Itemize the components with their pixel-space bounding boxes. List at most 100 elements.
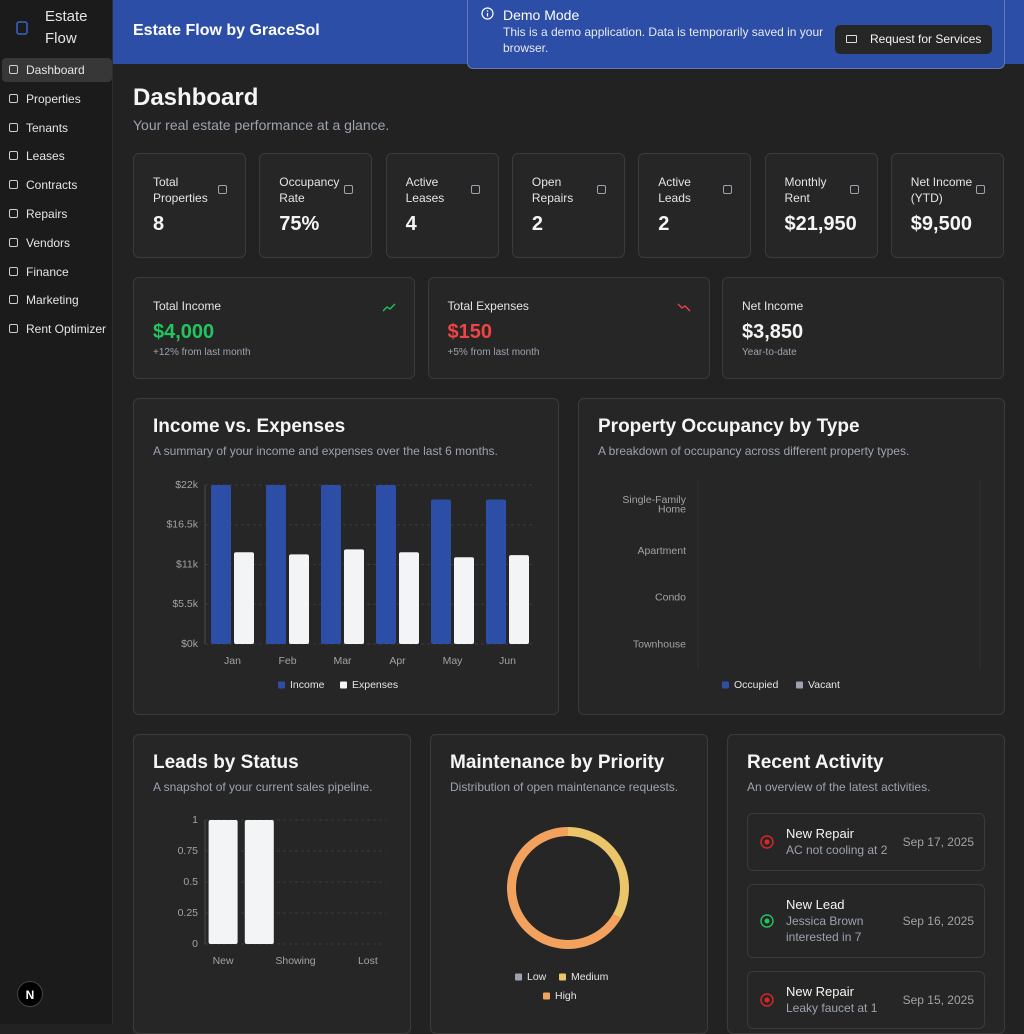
summary-note: +12% from last month — [153, 347, 251, 358]
activity-title: Recent Activity — [747, 752, 884, 773]
request-button[interactable]: Request for Services — [835, 25, 992, 54]
nav-label: Repairs — [26, 207, 68, 221]
activity-item[interactable]: New Repair AC not cooling at 2 Sep 17, 202… — [747, 813, 985, 871]
nav-label: Properties — [26, 91, 81, 106]
stat-value: 75% — [279, 213, 320, 235]
activity-icon — [760, 993, 774, 1007]
button-label: Request for Services — [870, 32, 982, 46]
nav-label: Contracts — [26, 178, 78, 193]
stat-value: $21,950 — [784, 213, 857, 235]
nav-item[interactable]: Dashboard — [2, 58, 112, 82]
chart-title: Income vs. Expenses — [153, 416, 346, 437]
chart-title: Maintenance by Priority — [450, 752, 665, 773]
nav-icon — [9, 122, 18, 132]
activity-date: Sep 17, 2025 — [902, 835, 974, 849]
stat-value: $9,500 — [910, 213, 972, 235]
nav-item[interactable]: Contracts — [2, 173, 112, 197]
stat-label: Occupancy Rate — [279, 175, 340, 205]
nav-item[interactable]: Repairs — [2, 202, 112, 226]
activity-list: New Repair AC not cooling at 2 Sep 17, 202… — [747, 813, 985, 1029]
summary-card: Total Income $4,000 +12% from last month — [133, 277, 415, 379]
nav-item[interactable]: Properties — [2, 87, 112, 111]
summary-card: Net Income $3,850 Year-to-date — [722, 277, 1004, 379]
stat-icon — [344, 185, 354, 194]
activity-icon — [760, 914, 774, 928]
stat-card: Active Leads 2 — [638, 153, 752, 258]
nav-icon — [9, 324, 18, 334]
activity-item[interactable]: New Repair Leaky faucet at 1 Sep 15, 2025 — [747, 971, 985, 1029]
stat-icon — [596, 185, 606, 194]
demo-notice: Demo Mode This is a demo application. Da… — [467, 0, 1005, 69]
summary-value: $150 — [447, 321, 493, 343]
stat-icon — [218, 185, 227, 194]
chart-card: Property Occupancy by Type A breakdown of… — [578, 398, 1005, 715]
chart-card: Income vs. Expenses A summary of your inc… — [133, 398, 559, 715]
nav-label: Tenants — [26, 120, 69, 135]
stat-value: 4 — [405, 213, 417, 235]
summary-card: Total Expenses $150 +5% from last month — [427, 277, 710, 379]
activity-icon — [760, 835, 774, 849]
summary-value: $3,850 — [742, 321, 804, 343]
nav-item[interactable]: Rent Optimizer — [2, 317, 112, 341]
info-icon — [481, 7, 494, 20]
activity-detail: Jessica Brown interested in 7 — [786, 914, 864, 944]
stat-card: Open Repairs 2 — [511, 153, 625, 258]
nav-icon — [9, 65, 18, 74]
stat-label: Total Properties — [153, 175, 208, 205]
stat-label: Active Leases — [405, 175, 445, 205]
chart-title: Leads by Status — [153, 752, 299, 773]
nav-item[interactable]: Leases — [2, 144, 112, 168]
notice-title: Demo Mode — [503, 7, 580, 23]
activity-item-title: New Repair — [786, 984, 854, 999]
stat-value: 2 — [531, 213, 544, 235]
sidebar: Estate Flow Dashboard Properties Tenants Le… — [0, 0, 113, 1024]
stat-card: Net Income (YTD) $9,500 — [890, 153, 1004, 258]
activity-item[interactable]: New Lead Jessica Brown interested in 7 Sep… — [747, 884, 985, 958]
chart-subtitle: A summary of your income and expenses ov… — [153, 444, 498, 458]
chart-card: Maintenance by Priority Distribution of o… — [430, 734, 708, 1034]
chart-subtitle: A snapshot of your current sales pipelin… — [153, 780, 373, 794]
nav-icon — [9, 93, 18, 103]
nav-icon — [9, 209, 18, 218]
nav-item[interactable]: Marketing — [2, 288, 112, 312]
summary-label: Net Income — [742, 299, 804, 313]
stat-icon — [723, 185, 733, 194]
page-title: Dashboard — [133, 84, 259, 111]
chart-card: Leads by Status A snapshot of your curren… — [133, 734, 411, 1034]
nav-icon — [9, 266, 18, 276]
nav-icon — [9, 151, 18, 161]
activity-card: Recent Activity An overview of the latest… — [727, 734, 1005, 1034]
summary-label: Total Income — [153, 299, 222, 313]
activity-date: Sep 15, 2025 — [902, 993, 974, 1007]
nav-icon — [9, 180, 18, 190]
nav-item[interactable]: Vendors — [2, 231, 112, 255]
stat-value: 8 — [153, 213, 165, 235]
nav-label: Vendors — [26, 235, 71, 250]
stat-icon — [470, 185, 480, 194]
nav-label: Finance — [26, 264, 69, 279]
stat-card: Occupancy Rate 75% — [259, 153, 373, 258]
stat-card: Active Leases 4 — [385, 153, 499, 258]
summary-note: +5% from last month — [447, 347, 540, 358]
chart-subtitle: A breakdown of occupancy across differen… — [598, 444, 910, 458]
activity-detail: AC not cooling at 2 — [786, 843, 888, 857]
dev-badge[interactable]: N — [17, 981, 43, 1007]
stat-card: Monthly Rent $21,950 — [764, 153, 878, 258]
stat-icon — [975, 185, 985, 194]
brand-icon — [16, 21, 28, 35]
activity-detail: Leaky faucet at 1 — [786, 1001, 878, 1015]
summary-note: Year-to-date — [742, 347, 797, 358]
app-title: Estate Flow by GraceSol — [133, 22, 320, 39]
brand: Estate Flow — [45, 8, 88, 47]
nav-label: Rent Optimizer — [26, 322, 107, 337]
nav-label: Leases — [26, 149, 65, 164]
summary-label: Total Expenses — [447, 299, 529, 313]
nav-label: Marketing — [26, 293, 79, 308]
nav-item[interactable]: Tenants — [2, 116, 112, 140]
chart-subtitle: Distribution of open maintenance request… — [450, 780, 679, 794]
stat-label: Open Repairs — [531, 175, 574, 205]
nav-icon — [9, 237, 18, 247]
nav-item[interactable]: Finance — [2, 260, 112, 284]
activity-subtitle: An overview of the latest activities. — [747, 780, 931, 794]
notice-text: This is a demo application. Data is temp… — [503, 25, 824, 55]
